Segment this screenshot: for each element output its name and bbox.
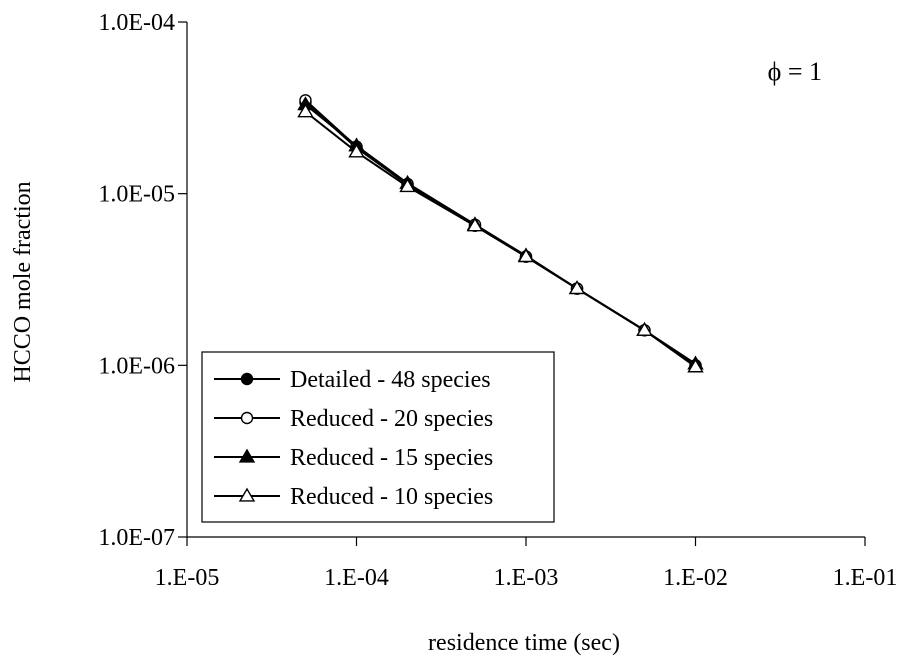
y-tick-label: 1.0E-05 (98, 182, 175, 208)
data-point (636, 321, 653, 336)
series-layer (297, 94, 704, 373)
legend: Detailed - 48 species Reduced - 20 specie… (201, 351, 555, 523)
data-point (297, 103, 314, 118)
legend-item: Detailed - 48 species (214, 367, 491, 393)
x-axis-label: residence time (sec) (428, 630, 620, 656)
x-tick-label: 1.E-01 (833, 565, 898, 591)
series-4 (297, 103, 704, 373)
x-tick-label: 1.E-05 (155, 565, 220, 591)
x-tick-label: 1.E-02 (663, 565, 728, 591)
legend-marker (238, 487, 256, 502)
legend-marker (238, 448, 256, 463)
data-point (466, 217, 484, 232)
data-point (687, 358, 704, 373)
legend-label: Reduced - 15 species (290, 445, 493, 471)
data-point (399, 178, 416, 193)
legend-item: Reduced - 15 species (214, 445, 493, 471)
legend-item: Reduced - 10 species (214, 484, 493, 510)
legend-box (201, 351, 555, 523)
legend-marker (240, 411, 254, 425)
y-tick-label: 1.0E-07 (98, 525, 175, 551)
data-point (348, 143, 365, 158)
y-tick-label: 1.0E-06 (98, 353, 175, 379)
legend-item: Reduced - 20 species (214, 406, 493, 432)
y-tick-label: 1.0E-04 (98, 10, 175, 36)
legend-label: Detailed - 48 species (290, 367, 491, 393)
y-axis-label: HCCO mole fraction (10, 181, 36, 382)
x-tick-label: 1.E-04 (324, 565, 389, 591)
axes: 1.0E-07 1.0E-06 1.0E-05 1.0E-04 1.E-05 1.E-04… (98, 10, 897, 591)
data-point (568, 280, 586, 295)
data-point (517, 248, 535, 263)
phi-annotation: ϕ = 1 (768, 57, 822, 86)
legend-marker (240, 372, 254, 386)
x-tick-label: 1.E-03 (494, 565, 559, 591)
series-line (304, 110, 697, 368)
legend-label: Reduced - 10 species (290, 484, 493, 510)
legend-label: Reduced - 20 species (290, 406, 493, 432)
